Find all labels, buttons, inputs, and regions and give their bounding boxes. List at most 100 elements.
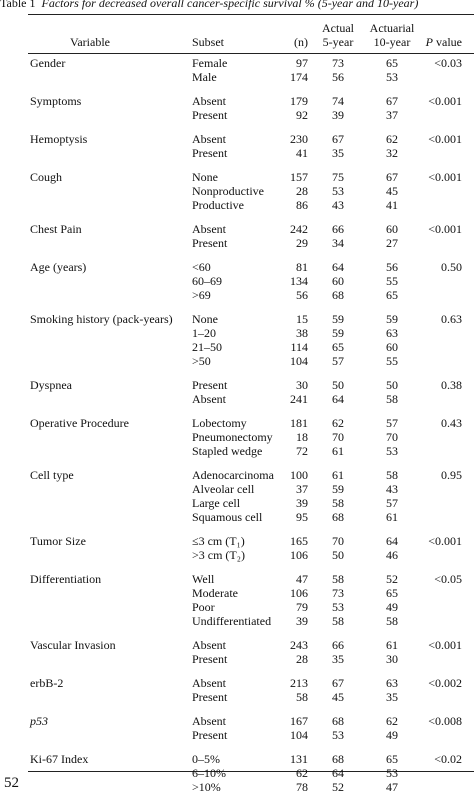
- subset: Absent: [192, 132, 226, 146]
- cell-value: 60: [386, 340, 398, 354]
- p-value: 0.50: [441, 260, 462, 274]
- cell-value: 59: [332, 482, 344, 496]
- variable: Ki-67 Index: [30, 752, 89, 766]
- cell-value: 67: [332, 132, 344, 146]
- cell-value: 47: [296, 572, 308, 586]
- variable: Vascular Invasion: [30, 638, 116, 652]
- cell-value: 58: [332, 614, 344, 628]
- cell-value: 95: [296, 510, 308, 524]
- subset: Poor: [192, 600, 215, 614]
- cell-value: 41: [296, 146, 308, 160]
- cell-value: 38: [296, 326, 308, 340]
- cell-value: 106: [290, 586, 308, 600]
- variable: p53: [30, 714, 48, 728]
- cell-value: 46: [386, 548, 398, 562]
- subset: 0–5%: [192, 752, 220, 766]
- subset: Present: [192, 108, 228, 122]
- cell-value: 37: [386, 108, 398, 122]
- subset: Present: [192, 690, 228, 704]
- p-value: <0.02: [434, 752, 462, 766]
- variable: Tumor Size: [30, 534, 86, 548]
- subset: Lobectomy: [192, 416, 247, 430]
- cell-value: 61: [332, 444, 344, 458]
- cell-value: 47: [386, 780, 398, 791]
- cell-value: 181: [290, 416, 308, 430]
- cell-value: 165: [290, 534, 308, 548]
- cell-value: 86: [296, 198, 308, 212]
- cell-value: 37: [296, 482, 308, 496]
- cell-value: 30: [386, 652, 398, 666]
- subset: Male: [192, 70, 217, 84]
- cell-value: 49: [386, 728, 398, 742]
- cell-value: 104: [290, 728, 308, 742]
- cell-value: 97: [296, 56, 308, 70]
- cell-value: 230: [290, 132, 308, 146]
- cell-value: 50: [386, 378, 398, 392]
- cell-value: 15: [296, 312, 308, 326]
- cell-value: 62: [296, 766, 308, 780]
- cell-value: 65: [386, 752, 398, 766]
- cell-value: 39: [296, 614, 308, 628]
- cell-value: 50: [332, 548, 344, 562]
- cell-value: 49: [386, 600, 398, 614]
- cell-value: 73: [332, 586, 344, 600]
- subset: Well: [192, 572, 215, 586]
- subset: <60: [192, 260, 211, 274]
- p-value: 0.43: [441, 416, 462, 430]
- cell-value: 65: [332, 340, 344, 354]
- p-value: 0.38: [441, 378, 462, 392]
- subset: Large cell: [192, 496, 241, 510]
- p-value: <0.008: [428, 714, 462, 728]
- cell-value: 81: [296, 260, 308, 274]
- cell-value: 52: [332, 780, 344, 791]
- cell-value: 74: [332, 94, 344, 108]
- cell-value: 68: [332, 714, 344, 728]
- subset: 21–50: [192, 340, 222, 354]
- cell-value: 56: [386, 260, 398, 274]
- subset: Absent: [192, 222, 226, 236]
- cell-value: 241: [290, 392, 308, 406]
- variable: Cell type: [30, 468, 74, 482]
- cell-value: 64: [386, 534, 398, 548]
- cell-value: 131: [290, 752, 308, 766]
- cell-value: 66: [332, 222, 344, 236]
- cell-value: 52: [386, 572, 398, 586]
- cell-value: 43: [386, 482, 398, 496]
- p-value: <0.001: [428, 170, 462, 184]
- table-caption: Table 1 Factors for decreased overall ca…: [0, 0, 418, 10]
- cell-value: 57: [386, 416, 398, 430]
- top-rule: [28, 14, 474, 15]
- table-title: Factors for decreased overall cancer-spe…: [41, 0, 419, 10]
- cell-value: 68: [332, 752, 344, 766]
- cell-value: 60: [332, 274, 344, 288]
- subset: Alveolar cell: [192, 482, 255, 496]
- p-value: <0.05: [434, 572, 462, 586]
- variable: Operative Procedure: [30, 416, 129, 430]
- cell-value: 79: [296, 600, 308, 614]
- cell-value: 58: [332, 572, 344, 586]
- cell-value: 53: [386, 444, 398, 458]
- cell-value: 53: [332, 184, 344, 198]
- subset: Present: [192, 236, 228, 250]
- cell-value: 64: [332, 260, 344, 274]
- cell-value: 75: [332, 170, 344, 184]
- p-value: <0.001: [428, 222, 462, 236]
- cell-value: 50: [332, 378, 344, 392]
- variable: Differentiation: [30, 572, 102, 586]
- cell-value: 68: [332, 288, 344, 302]
- variable: Dyspnea: [30, 378, 72, 392]
- subset: >69: [192, 288, 211, 302]
- cell-value: 213: [290, 676, 308, 690]
- cell-value: 28: [296, 652, 308, 666]
- cell-value: 100: [290, 468, 308, 482]
- cell-value: 65: [386, 288, 398, 302]
- cell-value: 106: [290, 548, 308, 562]
- cell-value: 45: [386, 184, 398, 198]
- variable: erbB-2: [30, 676, 64, 690]
- variable: Age (years): [30, 260, 87, 274]
- cell-value: 35: [386, 690, 398, 704]
- cell-value: 61: [386, 510, 398, 524]
- subset: Undifferentiated: [192, 614, 272, 628]
- cell-value: 58: [386, 392, 398, 406]
- cell-value: 35: [332, 146, 344, 160]
